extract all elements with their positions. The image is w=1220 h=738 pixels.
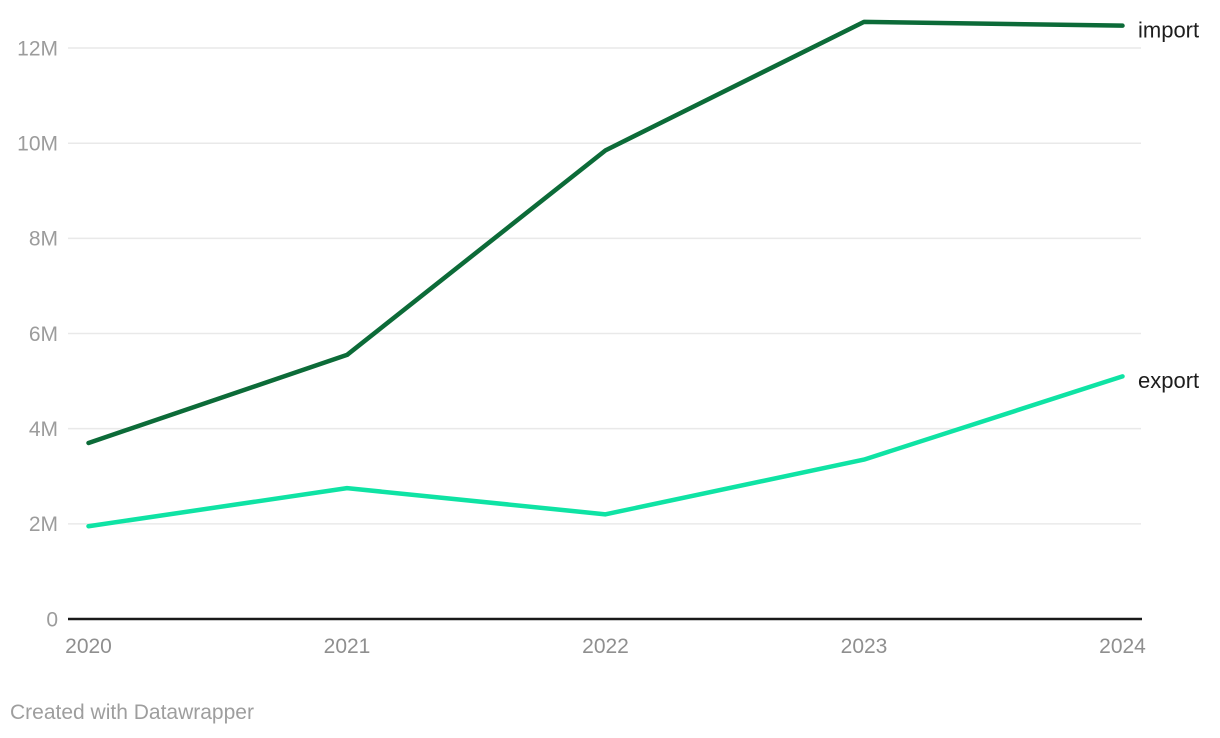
y-tick-label-4M: 4M	[29, 418, 58, 441]
x-tick-label-2020: 2020	[65, 635, 112, 658]
y-tick-label-0: 0	[46, 608, 58, 631]
x-tick-label-2024: 2024	[1099, 635, 1146, 658]
y-tick-label-2M: 2M	[29, 513, 58, 536]
y-tick-label-12M: 12M	[17, 37, 58, 60]
y-tick-label-10M: 10M	[17, 133, 58, 156]
y-tick-label-6M: 6M	[29, 323, 58, 346]
y-tick-label-8M: 8M	[29, 228, 58, 251]
x-tick-label-2023: 2023	[841, 635, 888, 658]
x-tick-label-2022: 2022	[582, 635, 629, 658]
export-line	[86, 374, 1125, 529]
x-tick-label-2021: 2021	[324, 635, 371, 658]
import-line	[86, 19, 1125, 446]
import-series-label: import	[1138, 17, 1199, 42]
datawrapper-attribution: Created with Datawrapper	[10, 701, 254, 724]
export-series-label: export	[1138, 368, 1199, 393]
